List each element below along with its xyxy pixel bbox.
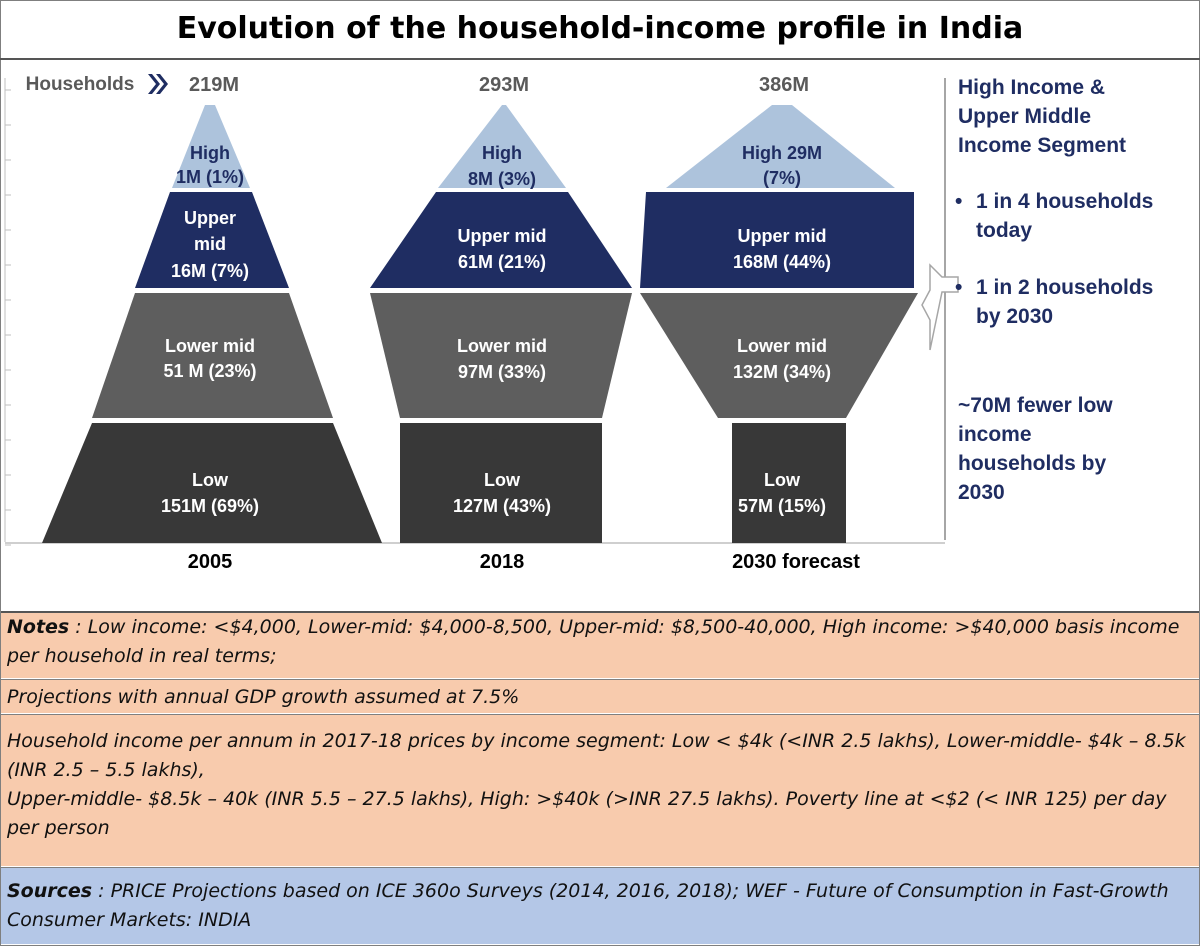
double-chevron-icon <box>156 74 168 94</box>
projections-note: Projections with annual GDP growth assum… <box>1 679 1199 713</box>
segment-low-3 <box>732 423 846 543</box>
sources-box: Sources : PRICE Projections based on ICE… <box>1 867 1199 944</box>
segment-high-1 <box>172 105 250 188</box>
segment-label-lower-mid-1: Lower mid <box>165 336 255 356</box>
segment-label-upper-mid-1: 16M (7%) <box>171 261 249 281</box>
segment-label-lower-mid-2: 97M (33%) <box>458 362 546 382</box>
segment-label-upper-mid-1: mid <box>194 234 226 254</box>
segment-label-high-3: (7%) <box>763 168 801 188</box>
notes-box: Notes : Low income: <$4,000, Lower-mid: … <box>1 611 1199 678</box>
segments-note-line1: Household income per annum in 2017-18 pr… <box>7 730 1186 781</box>
segment-lower-mid-2 <box>370 293 632 418</box>
side-bullet1-line: 1 in 4 households <box>976 190 1153 213</box>
segment-label-lower-mid-2: Lower mid <box>457 336 547 356</box>
segment-upper-mid-2 <box>370 192 632 288</box>
x-axis-label-1: 2005 <box>188 551 233 573</box>
segment-label-lower-mid-1: 51 M (23%) <box>163 361 256 381</box>
segment-label-high-2: High <box>482 143 522 163</box>
notes-label: Notes <box>7 616 70 638</box>
side-bottom-line: 2030 <box>958 481 1005 504</box>
income-pyramid-chart: High 1M (1%) High 8M (3%) High 29M (7%) Upper m… <box>4 74 1153 573</box>
segment-low-2 <box>400 423 602 543</box>
segment-label-low-3: Low <box>764 470 801 490</box>
household-total-3: 386M <box>759 74 809 96</box>
side-heading-line: Upper Middle <box>958 105 1091 128</box>
notes-text: : Low income: <$4,000, Lower-mid: $4,000… <box>7 616 1180 667</box>
bullet-icon: • <box>955 276 962 299</box>
bullet-icon: • <box>955 190 962 213</box>
side-bottom-line: households by <box>958 452 1107 475</box>
segment-label-low-1: Low <box>192 470 229 490</box>
double-chevron-icon <box>148 74 160 94</box>
segments-note: Household income per annum in 2017-18 pr… <box>1 714 1199 866</box>
segment-label-low-1: 151M (69%) <box>161 496 259 516</box>
segment-high-2 <box>438 105 566 188</box>
x-axis-label-2: 2018 <box>480 551 525 573</box>
segment-label-high-2: 8M (3%) <box>468 169 536 189</box>
side-bullet2-line: by 2030 <box>976 305 1053 328</box>
segment-label-low-3: 57M (15%) <box>738 496 826 516</box>
sources-text: : PRICE Projections based on ICE 360o Su… <box>7 880 1169 931</box>
side-bullet1-line: today <box>976 219 1032 242</box>
segment-lower-mid-3 <box>640 293 918 418</box>
x-axis-label-3: 2030 forecast <box>732 551 860 573</box>
segment-label-lower-mid-3: 132M (34%) <box>733 362 831 382</box>
household-total-2: 293M <box>479 74 529 96</box>
segment-label-low-2: 127M (43%) <box>453 496 551 516</box>
segment-label-high-1: High <box>190 143 230 163</box>
segment-label-upper-mid-2: Upper mid <box>457 226 546 246</box>
side-bottom-line: income <box>958 423 1032 446</box>
household-total-1: 219M <box>189 74 239 96</box>
segment-lower-mid-1 <box>92 293 333 418</box>
segment-label-high-1: 1M (1%) <box>176 167 244 187</box>
segment-label-upper-mid-3: 168M (44%) <box>733 252 831 272</box>
segment-upper-mid-3 <box>640 192 914 288</box>
side-heading-line: Income Segment <box>958 134 1126 157</box>
side-bullet2-line: 1 in 2 households <box>976 276 1153 299</box>
segment-label-lower-mid-3: Lower mid <box>737 336 827 356</box>
segment-high-3 <box>666 105 895 188</box>
segment-label-upper-mid-3: Upper mid <box>737 226 826 246</box>
segment-low-1 <box>42 423 382 543</box>
segment-label-upper-mid-2: 61M (21%) <box>458 252 546 272</box>
chart-title: Evolution of the household-income profil… <box>0 0 1200 60</box>
right-arrow-icon <box>921 263 959 351</box>
segment-label-upper-mid-1: Upper <box>184 208 236 228</box>
segment-label-low-2: Low <box>484 470 521 490</box>
households-label: Households <box>26 74 135 95</box>
segment-label-high-3: High 29M <box>742 143 822 163</box>
segment-upper-mid-1 <box>135 192 289 288</box>
segments-note-line2: Upper-middle- $8.5k – 40k (INR 5.5 – 27.… <box>7 788 1167 839</box>
side-bottom-line: ~70M fewer low <box>958 394 1113 417</box>
side-heading-line: High Income & <box>958 76 1105 99</box>
sources-label: Sources <box>7 880 93 902</box>
